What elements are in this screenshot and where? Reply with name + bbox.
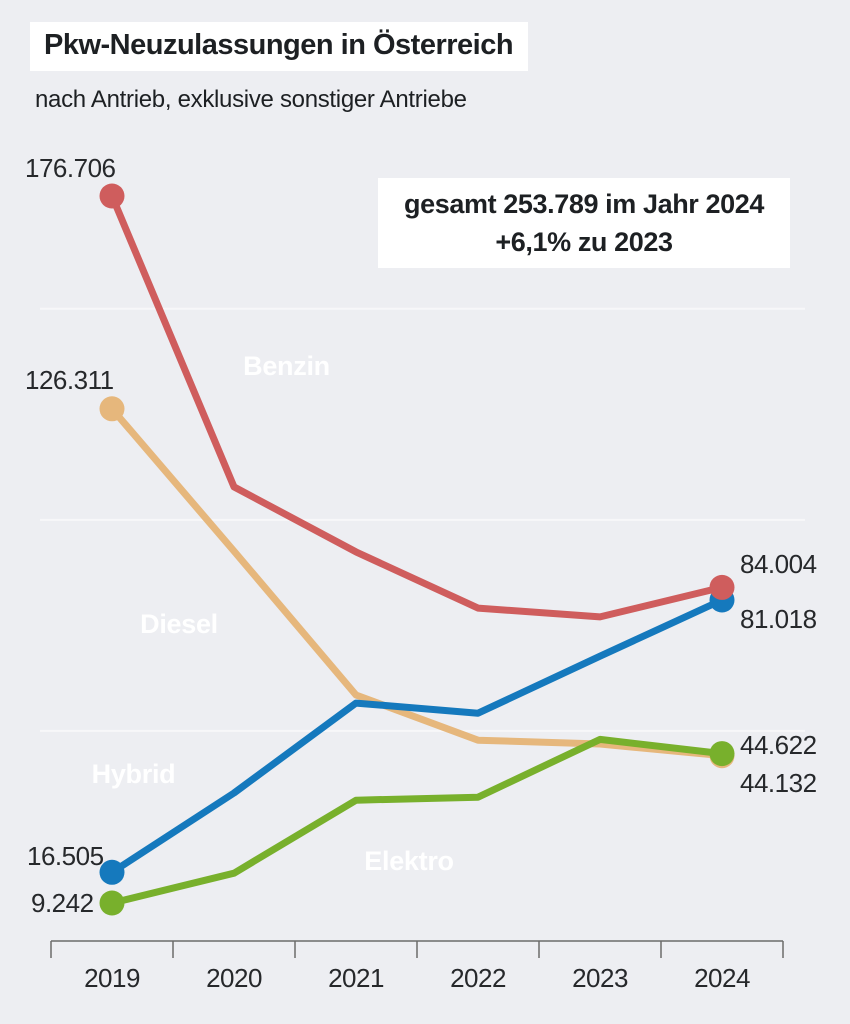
elektro-end-value: 44.622 <box>740 730 817 760</box>
annotation-line-2: +6,1% zu 2023 <box>495 227 673 257</box>
year-label-2024: 2024 <box>694 963 750 993</box>
year-label-2022: 2022 <box>450 963 506 993</box>
diesel-end-value: 44.132 <box>740 768 817 798</box>
year-label-2020: 2020 <box>206 963 262 993</box>
year-label-2021: 2021 <box>328 963 384 993</box>
benzin-endpoint-2019 <box>99 183 125 209</box>
hybrid-end-value: 81.018 <box>740 604 817 634</box>
diesel-line <box>108 405 726 760</box>
diesel-start-value: 126.311 <box>25 365 114 395</box>
chart-subtitle: nach Antrieb, exklusive sonstiger Antrie… <box>35 86 467 113</box>
year-label-2019: 2019 <box>84 963 140 993</box>
total-annotation: gesamt 253.789 im Jahr 2024 +6,1% zu 202… <box>378 178 790 268</box>
elektro-start-value: 9.242 <box>31 888 94 918</box>
hybrid-endpoint-2019 <box>99 859 125 885</box>
hybrid-line <box>108 596 726 876</box>
benzin-start-value: 176.706 <box>25 153 116 183</box>
benzin-end-value: 84.004 <box>740 549 817 579</box>
benzin-line <box>108 192 726 621</box>
legend-badge-hybrid: Hybrid <box>91 758 176 789</box>
diesel-endpoint-2019 <box>99 396 125 422</box>
elektro-endpoint-2024 <box>709 741 735 767</box>
elektro-line <box>108 735 726 907</box>
legend-badge-elektro: Elektro <box>364 846 454 876</box>
benzin-endpoint-2024 <box>709 574 735 600</box>
legend-badge-diesel: Diesel <box>140 608 218 639</box>
annotation-line-1: gesamt 253.789 im Jahr 2024 <box>404 189 764 219</box>
legend-badge-benzin: Benzin <box>243 350 330 381</box>
elektro-endpoint-2019 <box>99 890 125 916</box>
hybrid-start-value: 16.505 <box>27 841 104 871</box>
year-label-2023: 2023 <box>572 963 628 993</box>
page-title: Pkw-Neuzulassungen in Österreich <box>30 22 529 71</box>
